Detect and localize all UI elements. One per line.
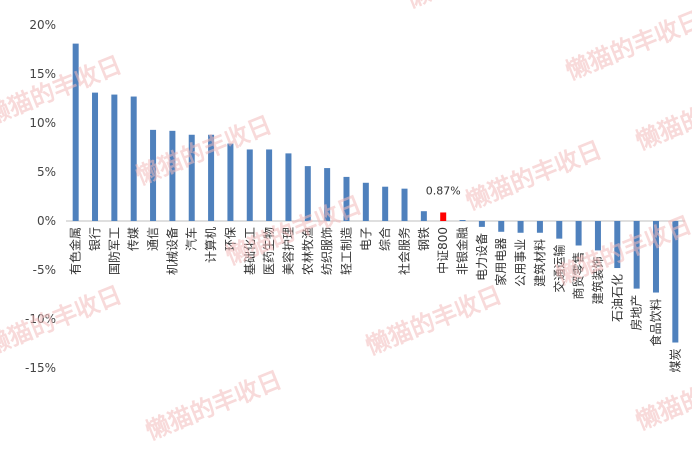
category-label: 石油石化 [610, 274, 624, 322]
bar [478, 221, 485, 227]
category-label: 传媒 [126, 227, 141, 251]
bar [652, 221, 659, 293]
y-tick-label: 15% [29, 67, 56, 81]
bar [111, 94, 118, 221]
category-label: 有色金属 [68, 227, 83, 275]
category-label: 美容护理 [280, 227, 295, 275]
category-label: 电子 [359, 227, 373, 251]
watermark-text: 懒猫的丰收日 [362, 281, 506, 361]
bar [324, 168, 331, 221]
category-label: 电力设备 [475, 233, 489, 281]
bar [633, 221, 640, 289]
marks-layer: 20% 15% 10% 5% 0% -5% -10% -15% 有色金属 银行 国防军工 传媒 通信 机械… [25, 18, 685, 375]
category-label: 基础化工 [243, 227, 257, 275]
highlight-bar [440, 212, 447, 221]
category-label: 建筑装饰 [590, 256, 605, 304]
y-tick-label: 0% [37, 214, 56, 228]
category-label: 非银金融 [455, 227, 470, 275]
category-label: 轻工制造 [339, 227, 353, 275]
category-label: 食品饮料 [648, 299, 663, 347]
category-label: 社会服务 [397, 227, 412, 275]
watermark-text: 懒猫的丰收日 [562, 6, 692, 86]
bar [92, 92, 99, 222]
bar [362, 182, 369, 221]
bar [343, 176, 350, 221]
category-label: 计算机 [203, 227, 218, 263]
category-label: 国防军工 [106, 227, 121, 275]
category-label: 家用电器 [493, 238, 508, 286]
watermark-text: 懒猫的丰收日 [0, 281, 126, 361]
watermark-text: 懒猫的丰收日 [632, 76, 692, 156]
bar [188, 134, 195, 221]
bar [246, 149, 253, 221]
bar [130, 96, 137, 221]
bar [72, 43, 79, 222]
watermark-text: 懒猫的丰收日 [462, 136, 606, 216]
category-label: 农林牧渔 [301, 227, 315, 275]
category-label: 汽车 [184, 227, 199, 251]
bar [672, 221, 679, 343]
category-label: 煤炭 [668, 349, 682, 373]
bar [285, 153, 292, 221]
category-label: 医药生物 [262, 227, 276, 275]
y-tick-label: -5% [33, 263, 56, 277]
watermark-text: 懒猫的丰收日 [402, 0, 546, 14]
bar [169, 130, 176, 221]
data-label: 0.87% [426, 184, 461, 197]
y-tick-label: -15% [25, 361, 56, 375]
category-label: 环保 [223, 227, 237, 251]
bar [382, 186, 389, 221]
category-label: 机械设备 [164, 227, 179, 275]
bar [266, 149, 273, 221]
bar [304, 166, 311, 221]
bar [575, 221, 582, 246]
category-label: 中证800 [435, 227, 450, 274]
bar [536, 221, 543, 233]
bar [556, 221, 563, 239]
bar [420, 211, 427, 221]
category-label: 综合 [377, 227, 392, 251]
watermark-text: 懒猫的丰收日 [142, 366, 286, 446]
bar [594, 221, 601, 251]
y-tick-label: 5% [37, 165, 56, 179]
category-label: 交通运输 [551, 245, 566, 293]
watermark-text: 懒猫的丰收日 [0, 51, 126, 131]
category-label: 纺织服饰 [320, 227, 334, 275]
category-label: 银行 [88, 227, 102, 251]
bar [459, 220, 466, 221]
category-label: 商贸零售 [571, 252, 586, 300]
bar [401, 188, 408, 221]
bar [208, 134, 215, 221]
category-label: 公用事业 [514, 239, 528, 287]
bar [614, 221, 621, 269]
category-label: 房地产 [629, 295, 644, 331]
category-label: 建筑材料 [532, 239, 547, 287]
watermark-text: 懒猫的丰收日 [632, 356, 692, 436]
bar [227, 143, 234, 221]
y-tick-label: 10% [29, 116, 56, 130]
category-label: 通信 [146, 227, 160, 251]
category-label: 钢铁 [417, 227, 431, 251]
y-tick-label: -10% [25, 312, 56, 326]
bar [150, 129, 157, 221]
bar [517, 221, 524, 233]
bar [498, 221, 505, 232]
y-tick-label: 20% [29, 18, 56, 32]
